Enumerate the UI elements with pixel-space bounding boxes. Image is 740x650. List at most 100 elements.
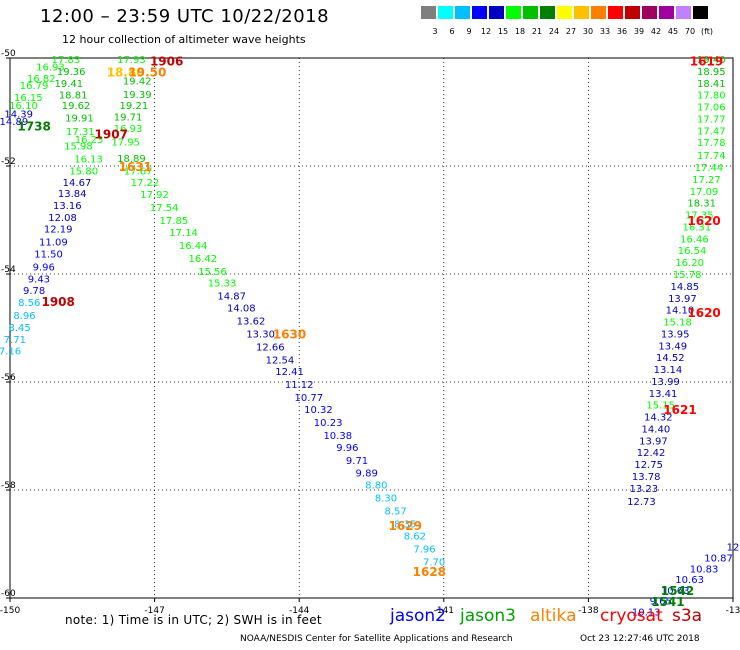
color-scale-label: 15: [497, 27, 509, 36]
pass-time-label: 1906: [150, 55, 183, 69]
wave-height-value: 9.89: [356, 469, 378, 480]
wave-height-value: 9.65: [650, 597, 672, 608]
wave-height-value: 17.27: [692, 175, 721, 186]
wave-height-value: 10.38: [323, 431, 352, 442]
wave-height-value: 14.85: [670, 282, 699, 293]
wave-height-value: 19.91: [65, 113, 94, 124]
satellite-label-altika: altika: [530, 606, 577, 626]
wave-height-value: 9.71: [346, 456, 368, 467]
wave-height-value: 15.80: [69, 166, 98, 177]
wave-height-value: 15.33: [208, 279, 237, 290]
wave-height-value: 13.23: [630, 484, 659, 495]
lon-tick-label: -13: [726, 606, 740, 616]
wave-height-value: 14.08: [227, 303, 256, 314]
wave-height-value: 17.14: [169, 228, 198, 239]
wave-height-value: 13.84: [58, 189, 87, 200]
color-scale-label: 9: [466, 27, 472, 36]
wave-height-value: 12.73: [627, 497, 656, 508]
wave-height-value: 12.75: [634, 460, 663, 471]
color-swatch: [608, 6, 623, 19]
wave-height-value: 13.41: [649, 389, 678, 400]
wave-height-value: 15.15: [646, 401, 675, 412]
wave-height-value: 13.99: [651, 377, 680, 388]
pass-time-label: 1620: [687, 214, 720, 228]
color-scale-label: 3: [432, 27, 438, 36]
wave-height-value: 12.42: [637, 448, 666, 459]
wave-height-value: 10.32: [304, 405, 333, 416]
wave-height-value: 18.41: [697, 79, 726, 90]
color-swatch: [438, 6, 453, 19]
color-scale-label: 45: [667, 27, 679, 36]
wave-height-value: 7.96: [413, 544, 435, 555]
color-swatch: [489, 6, 504, 19]
wave-height-value: 17.09: [690, 187, 719, 198]
wave-height-value: 15.56: [198, 267, 227, 278]
wave-height-value: 14.89: [0, 117, 28, 128]
wave-height-value: 17.74: [697, 151, 726, 162]
wave-height-value: 14.10: [666, 306, 695, 317]
wave-height-value: 19.40: [697, 55, 726, 66]
color-swatch: [557, 6, 572, 19]
pass-time-label: 1908: [41, 295, 74, 309]
wave-height-value: 13.62: [237, 316, 266, 327]
wave-height-value: 16.46: [680, 234, 709, 245]
wave-height-value: 16.54: [678, 246, 707, 257]
satellite-label-jason2: jason2: [390, 606, 446, 626]
pass-time-label: 1620: [687, 306, 720, 320]
color-swatch: [523, 6, 538, 19]
wave-height-value: 9.43: [28, 274, 50, 285]
pass-time-label: 1542: [661, 584, 694, 598]
wave-height-value: 17.44: [695, 163, 724, 174]
color-swatch: [455, 6, 470, 19]
wave-height-value: 16.93: [36, 63, 65, 74]
wave-height-value: 12.54: [266, 355, 295, 366]
wave-height-value: 13.95: [661, 329, 690, 340]
pass-time-label: 1630: [273, 327, 306, 341]
satellite-label-s3a: s3a: [672, 606, 703, 626]
wave-height-value: 13.78: [632, 472, 661, 483]
wave-height-value: 16.93: [114, 124, 143, 135]
wave-height-value: 17.78: [697, 138, 726, 149]
wave-height-value: 19.42: [123, 77, 152, 88]
lat-tick-label: -56: [1, 373, 16, 383]
satellite-label-jason3: jason3: [460, 606, 516, 626]
color-swatch: [506, 6, 521, 19]
wave-height-value: 19.41: [54, 79, 83, 90]
wave-height-value: 11.50: [34, 249, 63, 260]
color-swatch: [625, 6, 640, 19]
lat-tick-label: -54: [1, 265, 16, 275]
wave-height-value: 17.22: [131, 178, 160, 189]
wave-height-value: 16.82: [27, 74, 56, 85]
lat-tick-label: -50: [1, 49, 16, 59]
wave-height-value: 15.18: [663, 318, 692, 329]
wave-height-value: 12.08: [48, 213, 77, 224]
wave-height-value: 17.35: [685, 211, 714, 222]
wave-height-value: 16.42: [188, 254, 217, 265]
wave-height-value: 8.45: [9, 323, 31, 334]
wave-height-value: 17.85: [160, 216, 189, 227]
lon-tick-label: -147: [144, 606, 164, 616]
wave-height-value: 12.41: [275, 367, 304, 378]
wave-height-value: 9.96: [336, 443, 358, 454]
wave-height-value: 8.57: [384, 507, 406, 518]
color-scale-label: 70: [684, 27, 696, 36]
wave-height-value: 17.93: [117, 55, 146, 66]
color-scale-label: 6: [449, 27, 455, 36]
wave-height-value: 12.19: [44, 225, 73, 236]
wave-height-value: 19.71: [114, 112, 143, 123]
color-scale-label: 42: [650, 27, 662, 36]
wave-height-value: 9.78: [23, 286, 45, 297]
color-swatch: [421, 6, 436, 19]
pass-time-label: 1629: [389, 519, 422, 533]
color-swatch: [574, 6, 589, 19]
lon-tick-label: -150: [0, 606, 20, 616]
wave-height-value: 13.97: [668, 294, 697, 305]
color-swatch: [693, 6, 708, 19]
wave-height-value: 15.98: [64, 141, 93, 152]
wave-height-value: 10.83: [690, 564, 719, 575]
color-swatch: [676, 6, 691, 19]
wave-height-value: 9.96: [33, 262, 55, 273]
credit-line: NOAA/NESDIS Center for Satellite Applica…: [240, 634, 513, 644]
pass-time-label: 1738: [17, 120, 50, 134]
